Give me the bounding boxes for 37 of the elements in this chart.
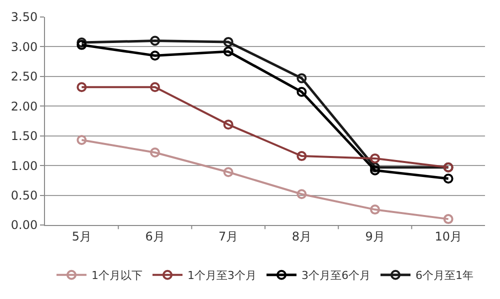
point bbox=[223, 36, 234, 47]
point bbox=[76, 82, 87, 92]
point bbox=[370, 165, 380, 176]
x-tick-label: 9月 bbox=[365, 229, 385, 244]
legend-label: 1个月至3个月 bbox=[188, 269, 256, 282]
point bbox=[76, 135, 87, 146]
x-tick-label: 10月 bbox=[434, 229, 462, 244]
point bbox=[296, 86, 307, 97]
legend-label: 6个月至1年 bbox=[416, 269, 474, 282]
point bbox=[150, 82, 160, 92]
point bbox=[296, 189, 307, 200]
y-tick-label: 2.50 bbox=[10, 70, 38, 84]
y-tick-label: 1.50 bbox=[10, 129, 38, 144]
y-tick-label: 2.00 bbox=[10, 99, 38, 114]
point bbox=[150, 148, 160, 158]
x-tick-label: 8月 bbox=[292, 229, 312, 244]
x-tick-label: 6月 bbox=[145, 229, 165, 244]
point bbox=[443, 174, 454, 184]
point bbox=[223, 46, 234, 56]
point bbox=[296, 73, 307, 84]
point bbox=[223, 120, 234, 130]
point bbox=[150, 36, 160, 46]
point bbox=[443, 214, 454, 224]
point bbox=[150, 50, 160, 61]
legend-label: 3个月至6个月 bbox=[302, 269, 370, 282]
y-tick-label: 1.00 bbox=[10, 158, 38, 173]
point bbox=[370, 153, 380, 164]
legend-label: 1个月以下 bbox=[92, 269, 142, 282]
x-tick-label: 5月 bbox=[72, 229, 92, 244]
point bbox=[296, 151, 307, 162]
y-tick-label: 3.50 bbox=[10, 10, 38, 24]
y-tick-label: 3.00 bbox=[10, 40, 38, 54]
point bbox=[370, 204, 380, 215]
point bbox=[223, 167, 234, 178]
x-tick-label: 7月 bbox=[218, 229, 238, 244]
y-tick-label: 0.50 bbox=[10, 188, 38, 202]
y-tick-label: 0.00 bbox=[10, 218, 38, 232]
